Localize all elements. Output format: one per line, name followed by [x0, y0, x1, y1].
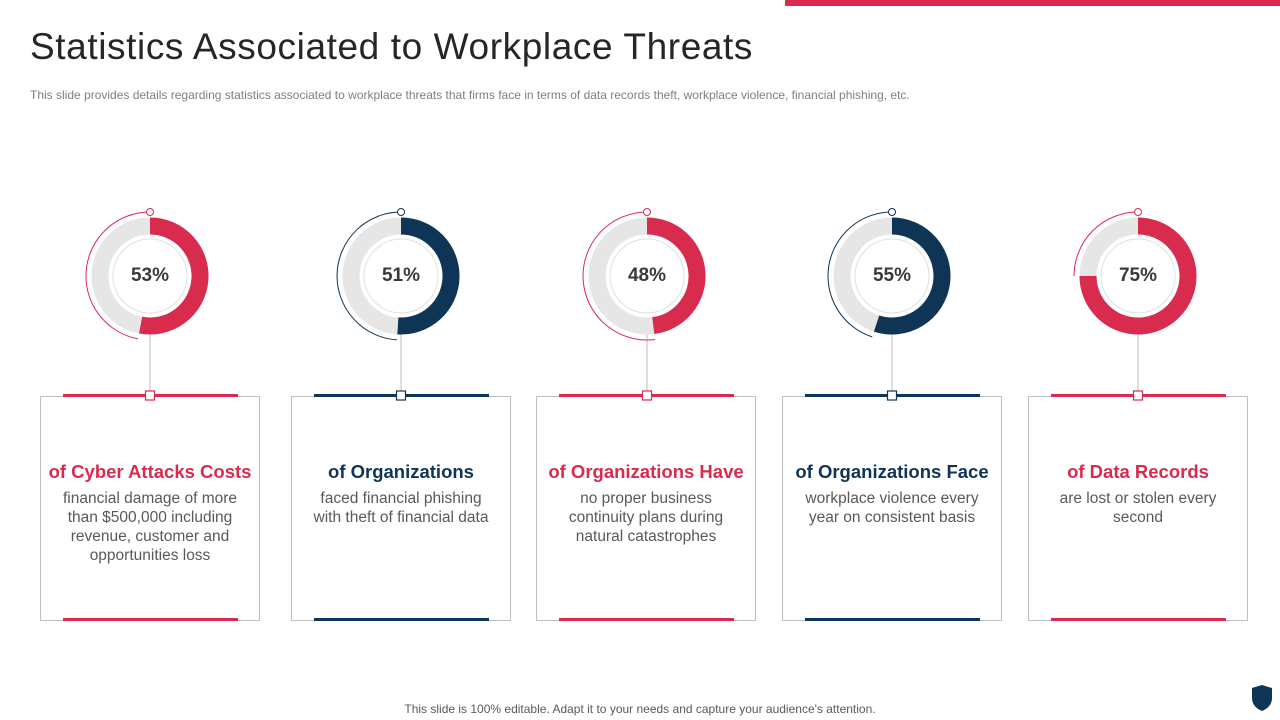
card-bottom-accent [1051, 618, 1226, 621]
inner-circle [112, 238, 188, 314]
card-heading: of Cyber Attacks Costs [48, 461, 252, 482]
connector-node [395, 390, 407, 401]
card-description: faced financial phishing with theft of f… [313, 490, 489, 526]
arc-marker [146, 208, 154, 216]
card-heading: of Organizations [328, 461, 474, 482]
donut-value-arc [646, 217, 706, 335]
outer-thin-arc [85, 211, 151, 340]
percent-label: 55% [872, 265, 912, 286]
outer-thin-arc [582, 211, 656, 341]
page-title: Statistics Associated to Workplace Threa… [30, 26, 754, 67]
card-description: financial damage of more than $500,000 i… [62, 490, 238, 564]
inner-circle [363, 238, 439, 314]
percent-label: 51% [381, 265, 421, 286]
connector-node [641, 390, 653, 401]
percent-label: 48% [627, 265, 667, 286]
footer-note: This slide is 100% editable. Adapt it to… [404, 702, 876, 716]
stat-card: of Organizations Have no proper business … [536, 394, 756, 621]
card-bottom-accent [63, 618, 238, 621]
stat-card: of Organizations faced financial phishing… [291, 394, 511, 621]
outer-thin-arc [1073, 211, 1139, 277]
percent-label: 75% [1118, 265, 1158, 286]
card-description: are lost or stolen every second [1059, 490, 1217, 526]
page-subtitle: This slide provides details regarding st… [30, 88, 910, 102]
card-description: no proper business continuity plans duri… [568, 490, 724, 545]
connector-node [886, 390, 898, 401]
donut-value-arc [873, 217, 951, 335]
card-heading: of Data Records [1067, 461, 1209, 482]
card-heading: of Organizations Face [795, 461, 989, 482]
card-bottom-accent [314, 618, 489, 621]
donut-value-arc [139, 217, 209, 335]
stat-card: of Organizations Face workplace violence … [782, 394, 1002, 621]
top-accent-bar [785, 0, 1280, 6]
donut-value-arc [1079, 217, 1197, 335]
connector-node [1132, 390, 1144, 401]
connector-node [144, 390, 156, 401]
arc-marker [1134, 208, 1142, 216]
card-heading: of Organizations Have [548, 461, 744, 482]
donut-value-arc [397, 217, 460, 335]
outer-thin-arc [827, 211, 893, 338]
shield-icon [1252, 685, 1272, 711]
inner-circle [854, 238, 930, 314]
outer-thin-arc [336, 211, 402, 341]
inner-circle [1100, 238, 1176, 314]
card-bottom-accent [559, 618, 734, 621]
inner-circle [609, 238, 685, 314]
stat-card: of Cyber Attacks Costs financial damage o… [40, 394, 260, 621]
card-bottom-accent [805, 618, 980, 621]
arc-marker [888, 208, 896, 216]
arc-marker [643, 208, 651, 216]
stat-card: of Data Records are lost or stolen every … [1028, 394, 1248, 621]
arc-marker [397, 208, 405, 216]
percent-label: 53% [130, 265, 170, 286]
card-description: workplace violence every year on consist… [805, 490, 979, 526]
